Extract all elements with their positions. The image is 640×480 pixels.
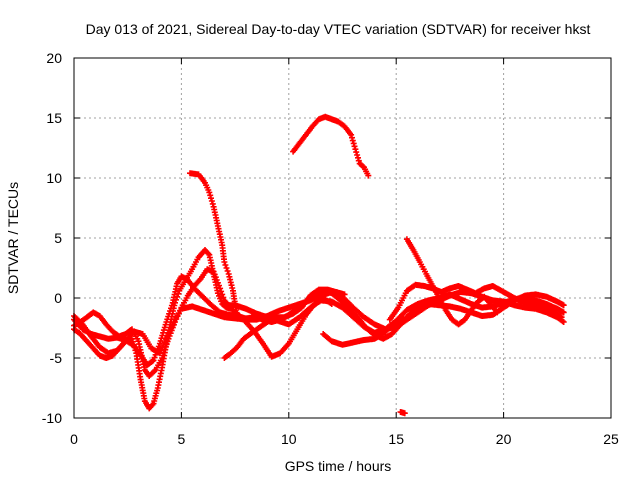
series-track-10 bbox=[386, 281, 565, 323]
point-markers bbox=[290, 113, 372, 179]
y-tick-label: 0 bbox=[54, 290, 62, 306]
x-tick-label: 15 bbox=[388, 431, 404, 447]
x-tick-label: 25 bbox=[603, 431, 619, 447]
point-markers bbox=[320, 314, 406, 348]
y-tick-label: 15 bbox=[46, 110, 62, 126]
axis-ticks: 0 5 10 15 20 25 -10 -5 0 5 10 15 20 bbox=[42, 50, 619, 447]
y-tick-label: 10 bbox=[46, 170, 62, 186]
series-track-6 bbox=[221, 286, 348, 361]
x-tick-label: 20 bbox=[496, 431, 512, 447]
series-track-9 bbox=[403, 236, 501, 328]
series-track-8 bbox=[320, 314, 406, 348]
point-markers bbox=[187, 170, 241, 319]
x-tick-label: 0 bbox=[70, 431, 78, 447]
y-tick-label: -5 bbox=[50, 350, 63, 366]
y-tick-label: 5 bbox=[54, 230, 62, 246]
chart-title: Day 013 of 2021, Sidereal Day-to-day VTE… bbox=[86, 21, 591, 37]
point-markers bbox=[221, 286, 348, 361]
series-track-11 bbox=[397, 409, 408, 417]
point-markers bbox=[397, 409, 408, 417]
y-axis-label: SDTVAR / TECUs bbox=[5, 182, 21, 294]
y-tick-label: 20 bbox=[46, 50, 62, 66]
x-tick-label: 5 bbox=[178, 431, 186, 447]
series-track-5 bbox=[187, 170, 241, 319]
point-markers bbox=[386, 281, 565, 323]
grid-lines bbox=[74, 58, 611, 418]
x-tick-label: 10 bbox=[281, 431, 297, 447]
point-markers bbox=[403, 236, 501, 328]
y-tick-label: -10 bbox=[42, 410, 62, 426]
series-track-7 bbox=[290, 113, 372, 179]
x-axis-label: GPS time / hours bbox=[285, 458, 392, 474]
